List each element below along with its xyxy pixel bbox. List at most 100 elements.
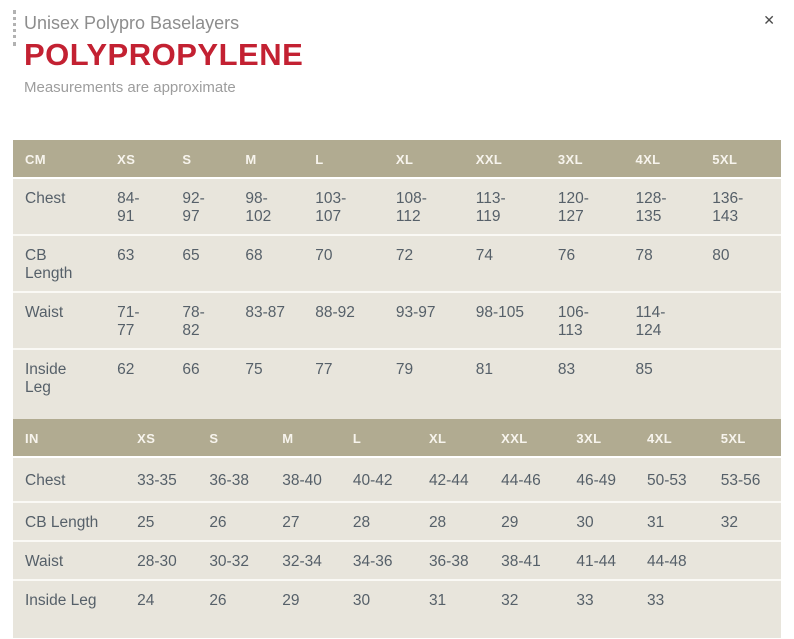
measurement-cell: [700, 348, 781, 419]
measurement-cell: 98- 102: [233, 178, 304, 235]
measurement-cell: 113- 119: [463, 178, 546, 235]
size-header-cell: XXL: [489, 419, 565, 458]
measurement-cell: 120- 127: [545, 178, 624, 235]
row-label: CB Length: [13, 501, 126, 541]
measurement-cell: 66: [170, 348, 234, 419]
measurement-cell: 108- 112: [383, 178, 464, 235]
measurement-cell: 41-44: [564, 540, 636, 580]
measurement-cell: 85: [623, 348, 701, 419]
measurement-cell: 63: [105, 234, 171, 292]
size-header-cell: L: [340, 419, 417, 458]
measurement-cell: 79: [383, 348, 464, 419]
measurement-cell: 78- 82: [170, 291, 234, 349]
measurement-cell: 28: [340, 501, 417, 541]
table-row: Inside Leg 62 66 75 77 79 81 83 85: [13, 348, 781, 419]
measurement-cell: [708, 540, 781, 580]
measurement-cell: 28: [416, 501, 490, 541]
measurement-cell: 31: [416, 579, 490, 638]
measurement-cell: 81: [463, 348, 546, 419]
measurement-cell: 26: [197, 501, 271, 541]
measurement-cell: [700, 291, 781, 349]
measurement-cell: 32: [708, 501, 781, 541]
size-header-cell: XS: [125, 419, 198, 458]
table-row: Waist 71- 77 78- 82 83-87 88-92 93-97 98-105 10…: [13, 291, 781, 349]
row-label: Chest: [13, 457, 126, 502]
header-row: IN XS S M L XL XXL 3XL 4XL 5XL: [13, 419, 781, 458]
measurement-cell: 24: [125, 579, 198, 638]
size-header-cell: XL: [383, 140, 464, 179]
measurement-cell: 65: [170, 234, 234, 292]
measurement-cell: 53-56: [708, 457, 781, 502]
measurement-cell: 28-30: [125, 540, 198, 580]
size-header-cell: 3XL: [564, 419, 636, 458]
measurement-cell: 40-42: [340, 457, 417, 502]
size-header-cell: 4XL: [623, 140, 701, 179]
measurement-cell: 25: [125, 501, 198, 541]
size-header-cell: L: [303, 140, 384, 179]
header-row: CM XS S M L XL XXL 3XL 4XL 5XL: [13, 140, 781, 179]
size-header-cell: 5XL: [700, 140, 781, 179]
measurement-cell: [708, 579, 781, 638]
unit-header-cell: CM: [13, 140, 106, 179]
measurement-cell: 78: [623, 234, 701, 292]
panel-header: Unisex Polypro Baselayers POLYPROPYLENE …: [0, 0, 794, 98]
measurement-cell: 29: [270, 579, 341, 638]
measurement-cell: 26: [197, 579, 271, 638]
measurement-cell: 34-36: [340, 540, 417, 580]
dotted-handle-icon: [13, 10, 16, 46]
measurement-cell: 30: [564, 501, 636, 541]
measurement-cell: 92- 97: [170, 178, 234, 235]
row-label: Inside Leg: [13, 579, 126, 638]
measurement-cell: 74: [463, 234, 546, 292]
measurement-cell: 38-40: [270, 457, 341, 502]
measurement-cell: 76: [545, 234, 624, 292]
size-header-cell: M: [270, 419, 341, 458]
table-row: Chest 84- 91 92- 97 98- 102 103- 107 108- 112…: [13, 178, 781, 235]
measurement-cell: 72: [383, 234, 464, 292]
measurement-cell: 32-34: [270, 540, 341, 580]
table-row: Waist 28-30 30-32 32-34 34-36 36-38 38-41 41-44…: [13, 540, 781, 580]
measurement-cell: 29: [489, 501, 565, 541]
measurement-cell: 30: [340, 579, 417, 638]
table-row: Chest 33-35 36-38 38-40 40-42 42-44 44-46 46-49…: [13, 457, 781, 502]
measurement-cell: 31: [635, 501, 709, 541]
size-header-cell: XXL: [463, 140, 546, 179]
size-header-cell: 3XL: [545, 140, 624, 179]
measurement-cell: 77: [303, 348, 384, 419]
table-row: CB Length 63 65 68 70 72 74 76 78 80: [13, 234, 781, 292]
measurement-cell: 44-46: [489, 457, 565, 502]
size-header-cell: S: [170, 140, 234, 179]
measurement-cell: 33: [635, 579, 709, 638]
unit-header-cell: IN: [13, 419, 126, 458]
measurement-cell: 44-48: [635, 540, 709, 580]
measurement-cell: 83: [545, 348, 624, 419]
row-label: Chest: [13, 178, 106, 235]
measurement-cell: 106- 113: [545, 291, 624, 349]
measurement-cell: 88-92: [303, 291, 384, 349]
size-header-cell: XL: [416, 419, 490, 458]
measurement-cell: 80: [700, 234, 781, 292]
measurement-cell: 98-105: [463, 291, 546, 349]
measurement-cell: 128- 135: [623, 178, 701, 235]
table-row: Inside Leg 24 26 29 30 31 32 33 33: [13, 579, 781, 638]
size-header-cell: M: [233, 140, 304, 179]
measurement-cell: 62: [105, 348, 171, 419]
measurement-cell: 33: [564, 579, 636, 638]
measurement-cell: 36-38: [197, 457, 271, 502]
measurement-cell: 36-38: [416, 540, 490, 580]
size-header-cell: XS: [105, 140, 171, 179]
row-label: Waist: [13, 540, 126, 580]
measurement-cell: 83-87: [233, 291, 304, 349]
size-table-in: IN XS S M L XL XXL 3XL 4XL 5XL Chest 33-35 36-38 38-4…: [13, 419, 781, 638]
row-label: CB Length: [13, 234, 106, 292]
measurement-cell: 32: [489, 579, 565, 638]
row-label: Waist: [13, 291, 106, 349]
measurement-cell: 33-35: [125, 457, 198, 502]
measurement-cell: 103- 107: [303, 178, 384, 235]
measurement-cell: 68: [233, 234, 304, 292]
collection-title: Unisex Polypro Baselayers: [24, 13, 240, 33]
measurement-cell: 84- 91: [105, 178, 171, 235]
measurement-cell: 75: [233, 348, 304, 419]
close-icon[interactable]: ✕: [763, 12, 775, 28]
measurement-cell: 38-41: [489, 540, 565, 580]
